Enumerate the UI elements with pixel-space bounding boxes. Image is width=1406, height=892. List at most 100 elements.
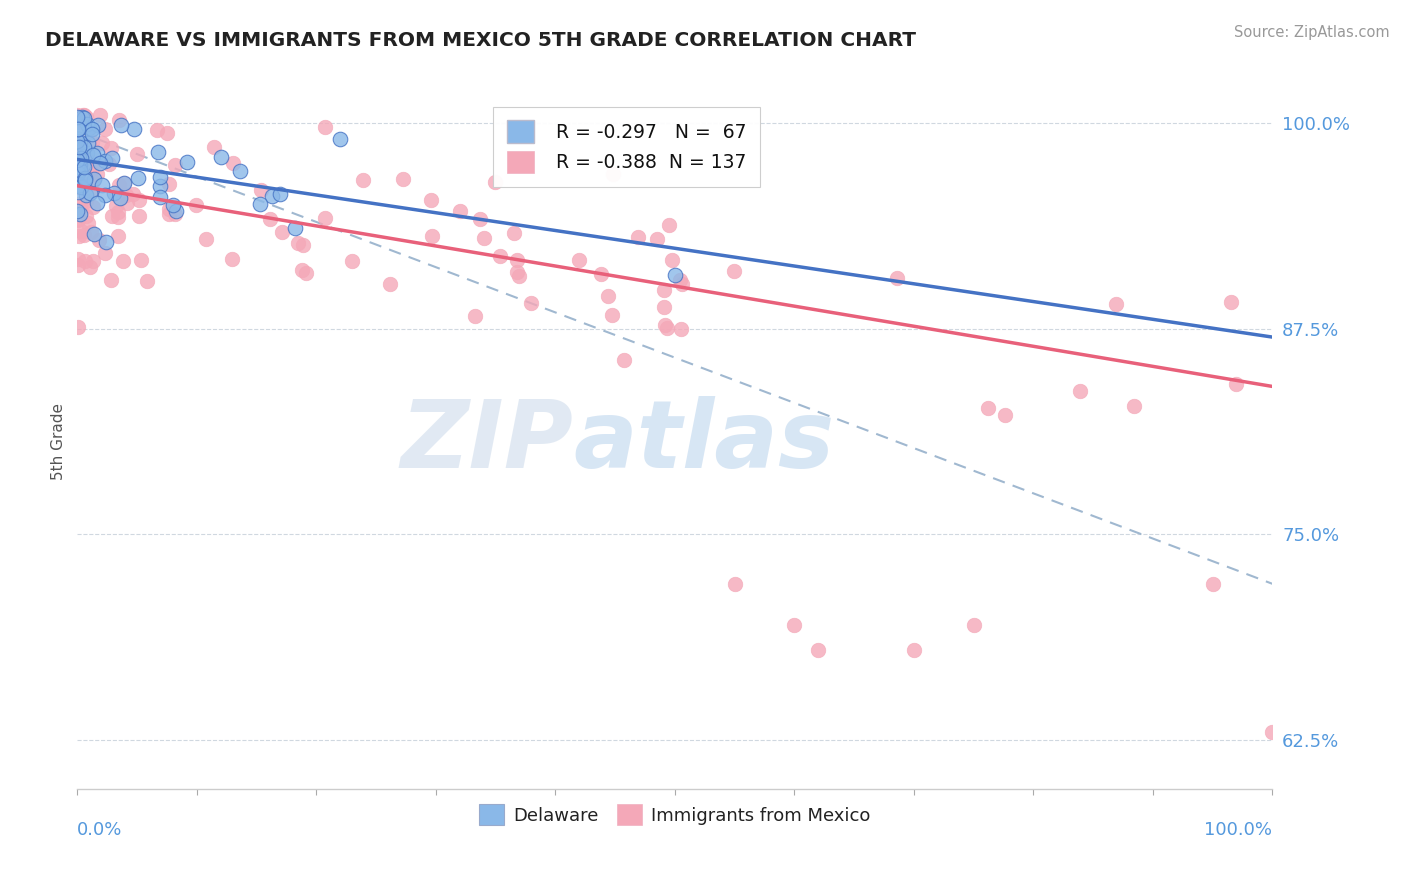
Point bbox=[80, 161, 103, 175]
Point bbox=[669, 322, 692, 336]
Point bbox=[645, 232, 668, 246]
Point bbox=[72, 143, 94, 157]
Point bbox=[128, 193, 150, 207]
Point bbox=[655, 321, 678, 335]
Point bbox=[115, 196, 138, 211]
Point bbox=[1261, 724, 1284, 739]
Point bbox=[222, 156, 245, 170]
Point bbox=[66, 177, 89, 191]
Point bbox=[1105, 297, 1128, 311]
Point bbox=[149, 170, 172, 185]
Point bbox=[86, 167, 108, 181]
Point bbox=[100, 141, 122, 155]
Point bbox=[93, 153, 115, 168]
Point bbox=[128, 209, 150, 223]
Point bbox=[122, 187, 145, 202]
Point bbox=[724, 577, 747, 591]
Point bbox=[314, 211, 336, 225]
Point bbox=[165, 207, 187, 221]
Point bbox=[93, 187, 115, 202]
Point bbox=[474, 231, 496, 245]
Point bbox=[72, 158, 94, 172]
Point bbox=[292, 238, 315, 252]
Point bbox=[75, 177, 97, 191]
Point bbox=[420, 193, 443, 207]
Text: 100.0%: 100.0% bbox=[1205, 821, 1272, 838]
Point bbox=[1201, 577, 1223, 591]
Point bbox=[661, 252, 683, 267]
Point bbox=[82, 148, 104, 162]
Point bbox=[89, 108, 111, 122]
Point bbox=[66, 258, 89, 272]
Point bbox=[449, 203, 471, 218]
Point bbox=[329, 132, 352, 146]
Point bbox=[82, 173, 104, 187]
Point bbox=[163, 158, 186, 172]
Point bbox=[69, 163, 91, 178]
Point bbox=[107, 205, 129, 219]
Point bbox=[67, 197, 90, 211]
Point bbox=[76, 146, 98, 161]
Point bbox=[98, 157, 121, 171]
Point bbox=[66, 204, 89, 219]
Point bbox=[80, 184, 103, 198]
Point bbox=[664, 268, 686, 282]
Point bbox=[652, 300, 675, 314]
Point bbox=[108, 178, 131, 192]
Point bbox=[115, 188, 138, 202]
Point bbox=[72, 155, 94, 169]
Point bbox=[259, 212, 281, 227]
Point bbox=[468, 212, 491, 227]
Point bbox=[135, 274, 157, 288]
Point bbox=[994, 408, 1017, 422]
Point bbox=[67, 180, 90, 194]
Point bbox=[69, 178, 91, 192]
Point bbox=[67, 115, 90, 129]
Point bbox=[506, 265, 529, 279]
Point bbox=[107, 228, 129, 243]
Point bbox=[340, 254, 363, 268]
Point bbox=[73, 253, 96, 268]
Point bbox=[80, 135, 103, 149]
Point bbox=[90, 136, 112, 150]
Point bbox=[86, 146, 108, 161]
Point bbox=[148, 190, 170, 204]
Point bbox=[66, 320, 89, 334]
Point bbox=[80, 226, 103, 240]
Text: DELAWARE VS IMMIGRANTS FROM MEXICO 5TH GRADE CORRELATION CHART: DELAWARE VS IMMIGRANTS FROM MEXICO 5TH G… bbox=[45, 31, 915, 50]
Point bbox=[186, 197, 208, 211]
Point bbox=[1220, 294, 1243, 309]
Point bbox=[1123, 399, 1146, 413]
Point bbox=[86, 195, 108, 210]
Point bbox=[75, 188, 97, 202]
Point bbox=[420, 229, 443, 244]
Point bbox=[195, 231, 218, 245]
Point bbox=[484, 175, 506, 189]
Point bbox=[250, 183, 273, 197]
Point bbox=[145, 123, 167, 137]
Point bbox=[353, 173, 375, 187]
Point bbox=[506, 252, 529, 267]
Point bbox=[87, 118, 110, 132]
Point bbox=[75, 110, 97, 124]
Point bbox=[295, 266, 318, 280]
Point bbox=[69, 200, 91, 214]
Point bbox=[392, 172, 415, 186]
Point bbox=[72, 108, 94, 122]
Point bbox=[67, 213, 90, 227]
Point bbox=[977, 401, 1000, 415]
Point bbox=[287, 235, 309, 250]
Point bbox=[66, 153, 89, 168]
Point bbox=[202, 140, 225, 154]
Point bbox=[69, 178, 91, 193]
Point bbox=[148, 145, 170, 160]
Point bbox=[464, 309, 486, 323]
Point bbox=[82, 127, 104, 141]
Point bbox=[108, 191, 131, 205]
Point bbox=[112, 176, 135, 190]
Point bbox=[229, 164, 252, 178]
Point bbox=[82, 200, 104, 214]
Point bbox=[291, 263, 314, 277]
Point bbox=[1225, 377, 1247, 392]
Point bbox=[669, 273, 692, 287]
